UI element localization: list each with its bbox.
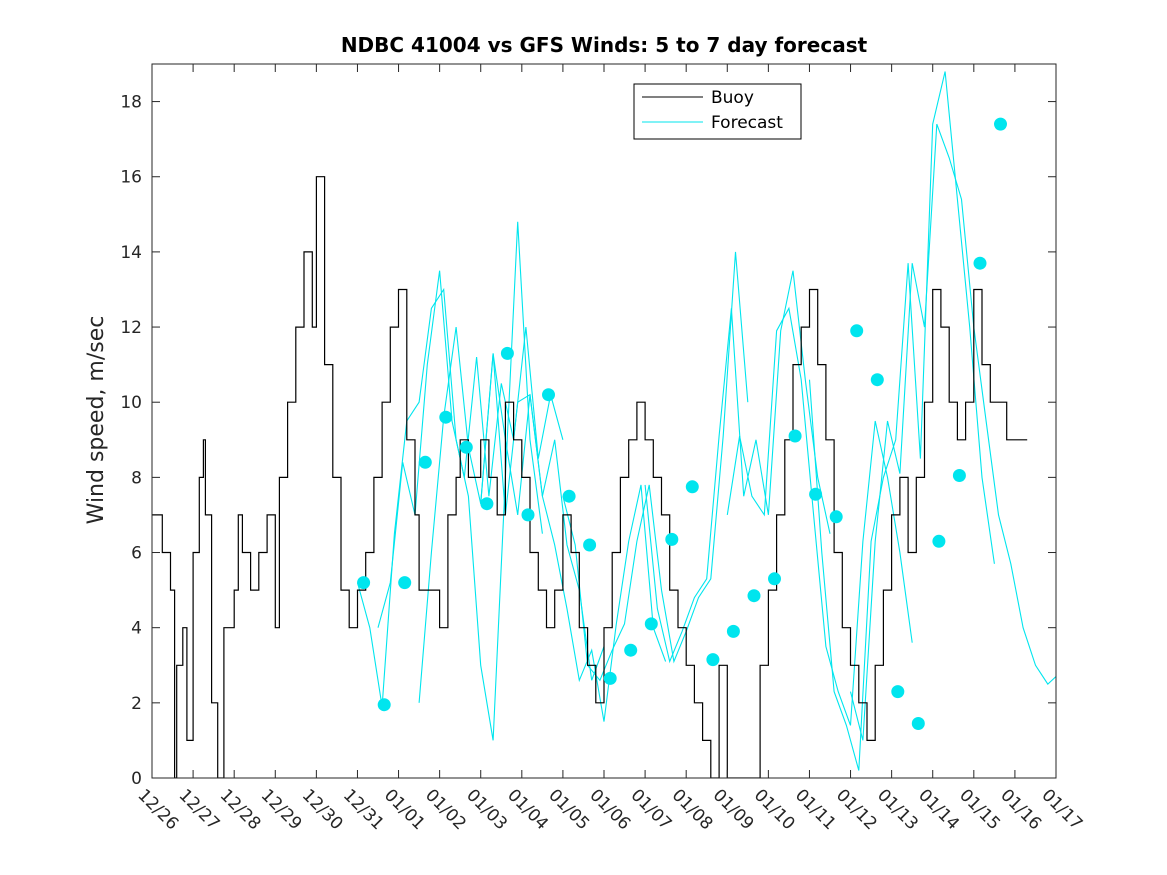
series-layer <box>152 71 1056 778</box>
forecast-marker <box>644 617 658 631</box>
y-axis-label: Wind speed, m/sec <box>84 316 109 525</box>
forecast-marker <box>891 685 905 699</box>
forecast-marker <box>418 455 432 469</box>
buoy-line <box>152 176 1028 778</box>
forecast-marker <box>562 489 576 503</box>
forecast-marker <box>624 643 638 657</box>
forecast-line-9 <box>849 123 1056 741</box>
y-tick-label: 10 <box>120 393 142 413</box>
forecast-marker <box>973 256 987 270</box>
legend-box <box>633 83 802 140</box>
legend-buoy-label: Buoy <box>711 88 754 108</box>
forecast-marker <box>521 508 535 522</box>
legend-forecast-label: Forecast <box>711 113 783 133</box>
y-tick-label: 12 <box>120 318 142 338</box>
forecast-marker <box>603 671 617 685</box>
forecast-marker <box>788 429 802 443</box>
forecast-marker <box>726 624 740 638</box>
forecast-marker <box>870 373 884 387</box>
forecast-marker <box>768 572 781 586</box>
forecast-marker <box>377 698 391 712</box>
forecast-marker <box>932 534 946 548</box>
forecast-line-6 <box>644 270 831 664</box>
forecast-marker <box>809 487 823 501</box>
y-tick-label: 14 <box>120 243 142 263</box>
y-tick-label: 0 <box>131 769 142 789</box>
forecast-marker <box>583 538 597 552</box>
forecast-line-7 <box>726 306 913 726</box>
forecast-marker <box>459 440 473 454</box>
forecast-marker <box>398 576 412 590</box>
y-tick-label: 6 <box>131 544 142 564</box>
y-tick-label: 2 <box>131 694 142 714</box>
y-tick-label: 16 <box>120 168 142 188</box>
forecast-marker <box>480 497 494 511</box>
forecast-marker <box>439 410 453 424</box>
forecast-marker <box>542 388 555 402</box>
forecast-marker <box>952 469 966 482</box>
forecast-marker <box>500 346 514 360</box>
forecast-marker <box>994 117 1007 131</box>
chart-title: NDBC 41004 vs GFS Winds: 5 to 7 day fore… <box>341 33 868 57</box>
forecast-marker <box>665 532 679 546</box>
legend: Buoy Forecast <box>633 83 802 140</box>
forecast-line-5 <box>562 251 749 682</box>
forecast-marker <box>829 510 843 524</box>
y-tick-label: 4 <box>131 619 142 639</box>
y-tick-label: 18 <box>120 93 142 113</box>
forecast-marker <box>357 576 371 590</box>
forecast-marker <box>850 324 864 338</box>
forecast-line-8 <box>808 71 995 771</box>
forecast-marker <box>706 653 720 667</box>
forecast-marker <box>685 480 699 494</box>
y-tick-label: 8 <box>131 468 142 488</box>
series-group <box>152 71 1056 778</box>
forecast-marker <box>747 589 761 603</box>
forecast-marker <box>911 717 925 730</box>
forecast-line-4 <box>480 353 667 722</box>
forecast-line-3 <box>418 327 605 703</box>
forecast-line-2 <box>377 270 564 628</box>
